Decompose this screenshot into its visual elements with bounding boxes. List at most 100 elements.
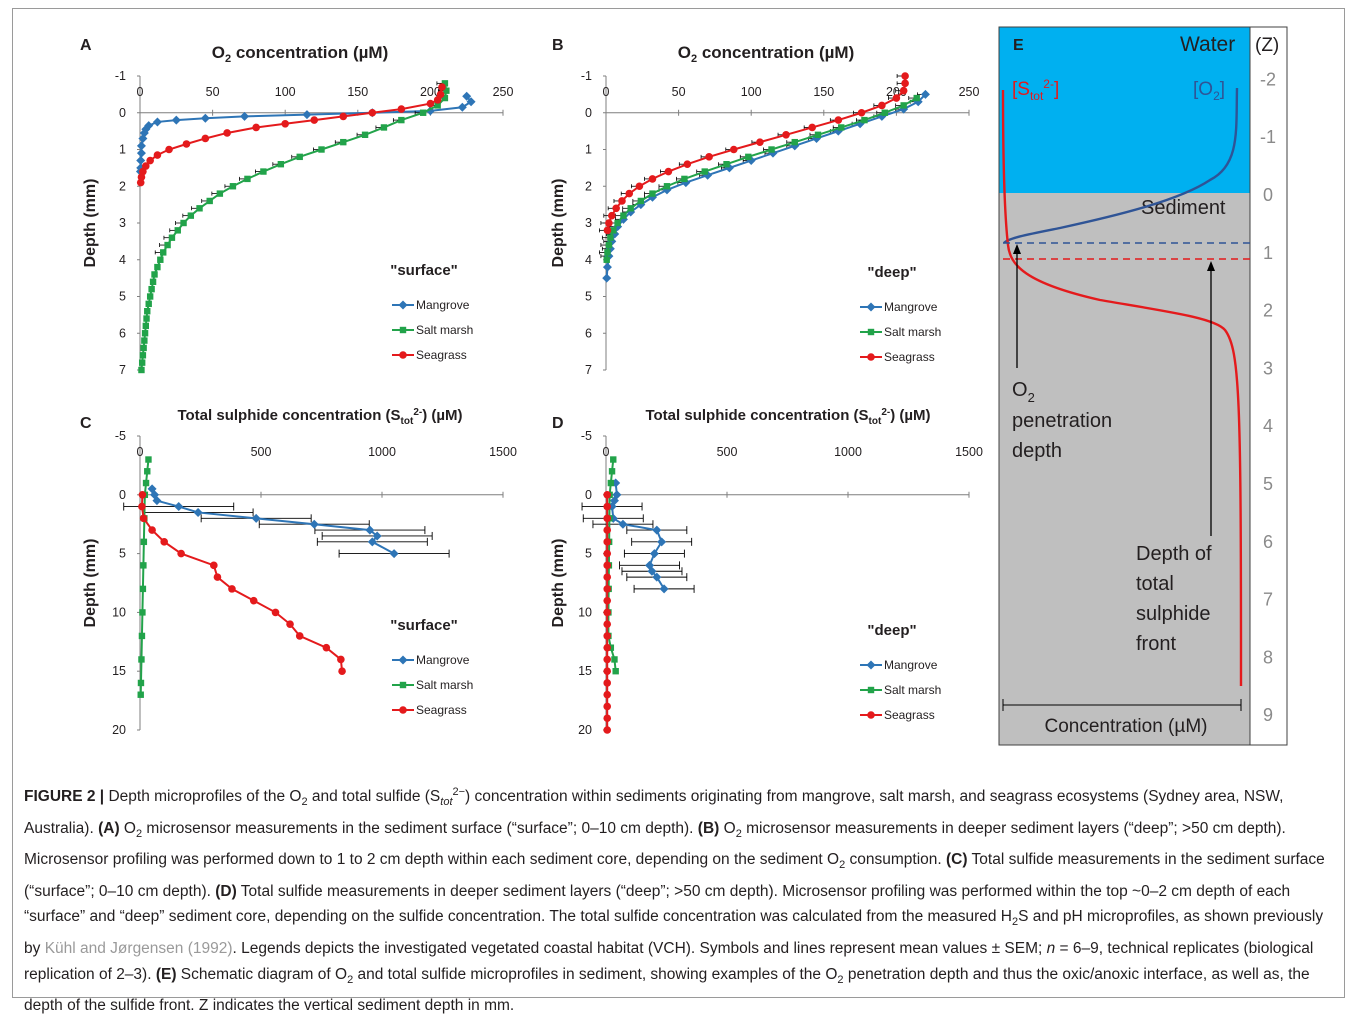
- data-point-seagrass: [603, 596, 612, 605]
- data-point-seagrass: [138, 502, 146, 511]
- charts-layer: A O2 concentration (µM)0 50 100 150 200 250-10…: [80, 37, 983, 737]
- data-point-saltmarsh: [277, 161, 285, 168]
- data-point-saltmarsh: [142, 322, 150, 330]
- data-point-seagrass: [603, 643, 612, 652]
- sulphide-front-label: front: [1136, 633, 1176, 655]
- figure-frame: [12, 8, 1345, 998]
- y-tick-label: 6: [585, 326, 592, 340]
- data-point-saltmarsh: [881, 109, 888, 116]
- y-tick-label: 5: [119, 290, 126, 304]
- x-tick-label: 50: [206, 85, 220, 99]
- data-point-seagrass: [271, 608, 280, 617]
- data-point-saltmarsh: [216, 190, 224, 197]
- y-tick-label: -1: [115, 69, 126, 83]
- data-point-saltmarsh: [296, 153, 303, 161]
- data-point-seagrass: [182, 140, 191, 148]
- data-point-mangrove: [138, 133, 148, 143]
- data-point-saltmarsh: [441, 80, 449, 87]
- o2-profile-curve: [1003, 87, 1239, 244]
- data-point-saltmarsh: [206, 197, 213, 205]
- z-tick-label: 8: [1263, 647, 1273, 667]
- data-point-seagrass: [146, 156, 154, 165]
- panel-e-border: [998, 26, 1288, 746]
- data-point-seagrass: [160, 538, 168, 546]
- data-point-seagrass: [603, 690, 612, 699]
- legend-label: Mangrove: [416, 653, 470, 667]
- data-point-mangrove: [389, 549, 399, 559]
- data-point-saltmarsh: [244, 175, 251, 183]
- data-point-seagrass: [603, 702, 612, 711]
- legend-marker: [399, 326, 407, 334]
- data-point-seagrass: [901, 72, 909, 80]
- data-point-saltmarsh: [144, 468, 151, 475]
- data-point-saltmarsh: [607, 479, 615, 487]
- data-point-seagrass: [605, 219, 613, 227]
- data-point-saltmarsh: [913, 94, 920, 102]
- data-point-seagrass: [165, 145, 173, 154]
- data-point-seagrass: [603, 585, 612, 593]
- data-point-saltmarsh: [838, 124, 845, 131]
- data-point-saltmarsh: [141, 330, 149, 337]
- data-point-mangrove: [152, 117, 162, 127]
- data-point-mangrove: [466, 97, 476, 107]
- sediment-region: [999, 193, 1250, 745]
- y-tick-label: 2: [119, 179, 126, 193]
- data-point-seagrass: [368, 108, 377, 117]
- data-point-mangrove: [457, 102, 467, 112]
- legend-marker: [398, 655, 408, 665]
- data-point-saltmarsh: [900, 102, 907, 109]
- data-point-seagrass: [603, 726, 612, 734]
- y-tick-label: 15: [578, 664, 592, 678]
- data-point-mangrove: [602, 273, 612, 283]
- y-tick-label: 0: [119, 488, 126, 502]
- x-tick-label: 0: [137, 85, 144, 99]
- data-point-saltmarsh: [620, 212, 627, 219]
- data-point-saltmarsh: [627, 205, 634, 212]
- data-point-seagrass: [603, 491, 612, 499]
- legend-marker: [399, 351, 407, 359]
- x-tick-label: 1000: [834, 445, 862, 459]
- panel-label: A: [80, 37, 92, 54]
- y-tick-label: 0: [119, 106, 126, 120]
- data-point-saltmarsh: [605, 241, 613, 249]
- x-tick-label: 100: [275, 85, 296, 99]
- sulphide-front-label: sulphide: [1136, 603, 1211, 625]
- data-point-seagrass: [612, 204, 620, 213]
- data-point-mangrove: [136, 141, 146, 151]
- data-point-seagrass: [664, 167, 673, 176]
- y-tick-label: 20: [112, 723, 126, 737]
- z-label: (Z): [1255, 35, 1279, 56]
- data-point-saltmarsh: [146, 293, 154, 300]
- data-point-saltmarsh: [814, 131, 822, 138]
- data-point-seagrass: [603, 679, 612, 687]
- x-tick-label: 150: [347, 85, 368, 99]
- data-point-seagrass: [683, 160, 692, 168]
- data-point-seagrass: [834, 116, 843, 124]
- data-point-saltmarsh: [229, 183, 237, 190]
- legend-marker: [399, 706, 407, 714]
- data-point-mangrove: [152, 496, 162, 506]
- y-tick-label: 10: [578, 605, 592, 619]
- data-point-saltmarsh: [723, 161, 730, 168]
- y-tick-label: 4: [119, 253, 126, 267]
- data-point-mangrove: [302, 110, 312, 120]
- y-tick-label: 4: [585, 253, 592, 267]
- data-point-mangrove: [200, 113, 210, 123]
- data-point-seagrass: [153, 151, 162, 159]
- data-point-saltmarsh: [140, 344, 147, 352]
- figure-caption: FIGURE 2 | Depth microprofiles of the O2…: [24, 780, 1336, 1019]
- x-tick-label: 250: [493, 85, 514, 99]
- data-point-saltmarsh: [157, 256, 164, 263]
- sulphide-front-label: Depth of: [1136, 543, 1212, 565]
- data-point-seagrass: [286, 620, 294, 628]
- data-point-saltmarsh: [340, 138, 347, 146]
- y-tick-label: 6: [119, 326, 126, 340]
- data-point-mangrove: [171, 115, 181, 125]
- sulphide-arrow-head: [1207, 261, 1215, 271]
- data-point-mangrove: [462, 91, 472, 101]
- panel-b: B O2 concentration (µM)0 50 100 150 200 250-10…: [550, 37, 979, 377]
- y-tick-label: 3: [119, 216, 126, 230]
- data-point-mangrove: [659, 584, 669, 594]
- data-point-seagrass: [603, 526, 612, 534]
- data-point-seagrass: [603, 632, 612, 640]
